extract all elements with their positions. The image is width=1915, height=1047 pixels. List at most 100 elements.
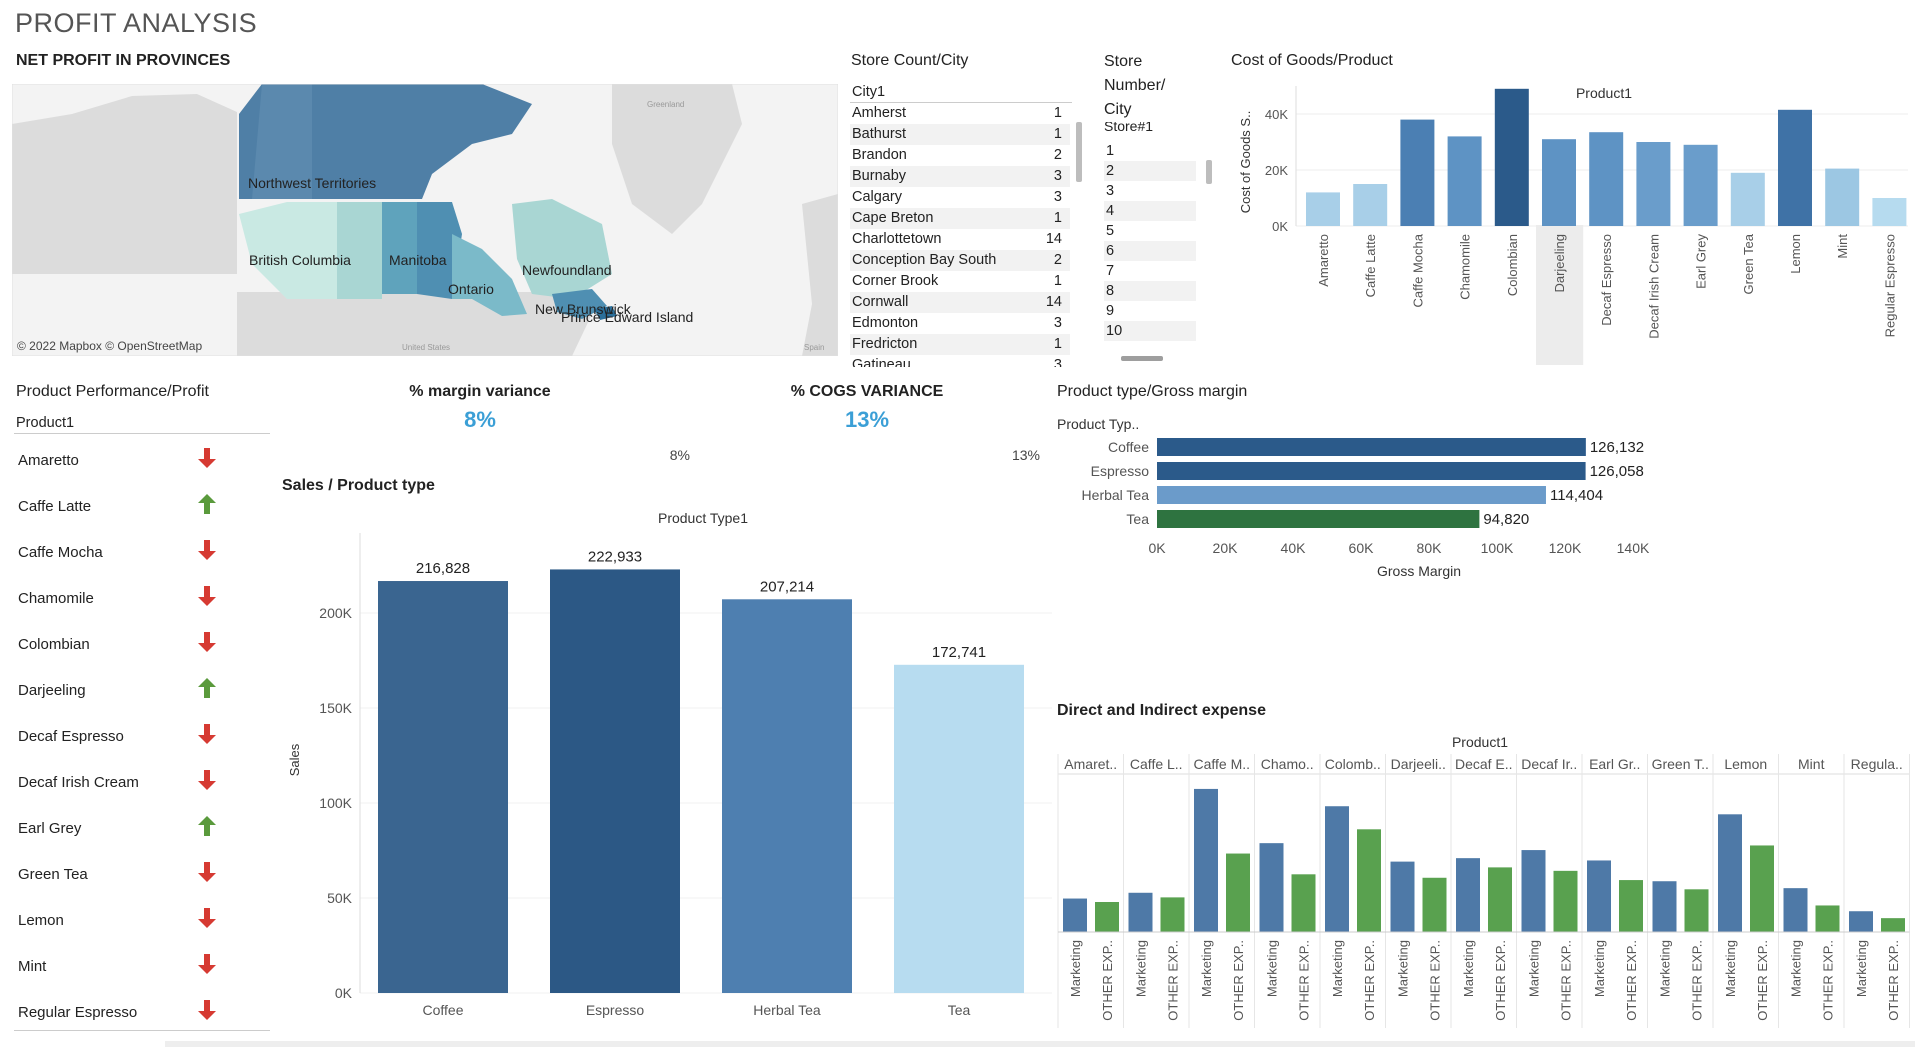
store-number-row[interactable]: 9 — [1104, 301, 1196, 321]
gross-xlabel: Gross Margin — [1377, 563, 1461, 579]
perf-row[interactable]: Decaf Espresso — [18, 716, 238, 762]
perf-row[interactable]: Decaf Irish Cream — [18, 762, 238, 808]
city-name: Bathurst — [852, 126, 906, 142]
store-count-row[interactable]: Edmonton 3 — [850, 313, 1070, 334]
store-count-row[interactable]: Burnaby 3 — [850, 166, 1070, 187]
store-count-row[interactable]: Amherst 1 — [850, 103, 1070, 124]
store-number-row[interactable]: 1 — [1104, 141, 1196, 161]
store-number-row[interactable]: 2 — [1104, 161, 1196, 181]
map-credit: © 2022 Mapbox © OpenStreetMap — [17, 339, 202, 353]
perf-product-name: Decaf Irish Cream — [18, 774, 139, 791]
store-count-scrollbar[interactable] — [1076, 122, 1082, 182]
cogs-bar — [1400, 119, 1435, 226]
store-count: 3 — [1053, 168, 1062, 184]
store-number-row[interactable]: 7 — [1104, 261, 1196, 281]
expense-xtick: OTHER EXP.. — [1362, 940, 1377, 1021]
store-count-row[interactable]: Cape Breton 1 — [850, 208, 1070, 229]
gross-margin-chart[interactable]: Product Typ.. Coffee 126,132 Espresso 126,05… — [1054, 408, 1674, 588]
arrow-down-icon — [198, 448, 216, 472]
region-ontario[interactable] — [452, 234, 527, 316]
perf-row[interactable]: Amaretto — [18, 440, 238, 486]
expense-bar — [1488, 867, 1512, 932]
cogs-xtick: Decaf Espresso — [1599, 234, 1614, 326]
city-name: Conception Bay South — [852, 252, 997, 268]
expense-bar — [1652, 881, 1677, 932]
perf-product-name: Caffe Mocha — [18, 544, 103, 561]
bottom-scrollbar[interactable] — [165, 1041, 1915, 1047]
store-count-row[interactable]: Calgary 3 — [850, 187, 1070, 208]
map-label-ontario: Ontario — [448, 281, 494, 297]
gross-xtick: 40K — [1281, 540, 1307, 556]
cogs-ytick: 40K — [1265, 107, 1288, 122]
store-number-row[interactable]: 3 — [1104, 181, 1196, 201]
store-number: 7 — [1106, 263, 1115, 279]
gross-data-label: 94,820 — [1483, 511, 1529, 528]
sales-chart[interactable]: Product Type1 Sales 0K 50K 100K 150K 200K 216,8… — [282, 505, 1052, 1025]
store-number-row[interactable]: 10 — [1104, 321, 1196, 341]
region-northwest-territories[interactable] — [239, 84, 532, 199]
region-newfoundland[interactable] — [512, 199, 612, 299]
cogs-chart[interactable]: Product1 Cost of Goods S.. 0K 20K 40K Amarett… — [1228, 76, 1915, 366]
store-number-row[interactable]: 6 — [1104, 241, 1196, 261]
city-name: Cape Breton — [852, 210, 934, 226]
expense-category: Colomb.. — [1325, 756, 1381, 772]
expense-category: Earl Gr.. — [1589, 756, 1640, 772]
store-count: 3 — [1053, 315, 1062, 331]
cogs-xtick: Chamomile — [1458, 234, 1473, 300]
store-count-row[interactable]: Corner Brook 1 — [850, 271, 1070, 292]
store-count-row[interactable]: Charlottetown 14 — [850, 229, 1070, 250]
expense-xtick: Marketing — [1789, 940, 1804, 997]
perf-row[interactable]: Earl Grey — [18, 808, 238, 854]
perf-row[interactable]: Green Tea — [18, 854, 238, 900]
expense-bar — [1718, 814, 1742, 932]
store-number-scrollbar-v[interactable] — [1206, 160, 1212, 184]
region-manitoba[interactable] — [417, 202, 462, 299]
store-count-row[interactable]: Gatineau 3 — [850, 355, 1070, 367]
city-name: Fredricton — [852, 336, 918, 352]
store-count-row[interactable]: Bathurst 1 — [850, 124, 1070, 145]
expense-chart[interactable]: Product1 Amaret.. Marketing OTHER EXP.. Caff… — [1052, 728, 1912, 1033]
expense-xtick: Marketing — [1330, 940, 1345, 997]
perf-row[interactable]: Colombian — [18, 624, 238, 670]
perf-row[interactable]: Lemon — [18, 900, 238, 946]
expense-category: Amaret.. — [1064, 756, 1117, 772]
store-number-scrollbar-h[interactable] — [1121, 356, 1163, 361]
store-number-row[interactable]: 8 — [1104, 281, 1196, 301]
perf-row[interactable]: Mint — [18, 946, 238, 992]
gross-xtick: 80K — [1417, 540, 1443, 556]
perf-row[interactable]: Regular Espresso — [18, 992, 238, 1038]
expense-category: Decaf Ir.. — [1521, 756, 1577, 772]
region-saskatchewan — [382, 202, 417, 294]
perf-product-name: Earl Grey — [18, 820, 82, 837]
perf-product-name: Lemon — [18, 912, 64, 929]
store-number: 4 — [1106, 203, 1115, 219]
perf-row[interactable]: Caffe Latte — [18, 486, 238, 532]
store-count-row[interactable]: Cornwall 14 — [850, 292, 1070, 313]
perf-title: Product Performance/Profit — [16, 383, 209, 400]
city-name: Gatineau — [852, 357, 911, 367]
store-number-list[interactable]: 1 2 3 4 5 6 7 8 9 10 — [1104, 141, 1196, 347]
perf-row[interactable]: Chamomile — [18, 578, 238, 624]
gross-title: Product type/Gross margin — [1057, 383, 1248, 400]
sales-ytick: 50K — [327, 890, 353, 906]
region-new-brunswick[interactable] — [552, 289, 607, 319]
store-number-row[interactable]: 4 — [1104, 201, 1196, 221]
expense-bar — [1194, 788, 1218, 932]
region-prince-edward-island[interactable] — [594, 306, 617, 320]
perf-row[interactable]: Darjeeling — [18, 670, 238, 716]
perf-row[interactable]: Caffe Mocha — [18, 532, 238, 578]
store-count-row[interactable]: Conception Bay South 2 — [850, 250, 1070, 271]
cogs-bar — [1636, 142, 1671, 226]
city-name: Brandon — [852, 147, 907, 163]
store-count-row[interactable]: Fredricton 1 — [850, 334, 1070, 355]
region-british-columbia[interactable] — [239, 202, 337, 299]
province-map[interactable]: Northwest Territories British Columbia M… — [12, 84, 838, 356]
map-land-west — [12, 94, 237, 274]
store-count-list[interactable]: Amherst 1 Bathurst 1 Brandon 2 Burnaby 3 Calgary… — [850, 103, 1070, 367]
store-number-row[interactable]: 5 — [1104, 221, 1196, 241]
store-count-row[interactable]: Brandon 2 — [850, 145, 1070, 166]
cogs-xtick: Decaf Irish Cream — [1646, 234, 1661, 339]
perf-product-name: Amaretto — [18, 452, 79, 469]
gross-data-label: 126,132 — [1590, 439, 1644, 456]
perf-product-name: Chamomile — [18, 590, 94, 607]
